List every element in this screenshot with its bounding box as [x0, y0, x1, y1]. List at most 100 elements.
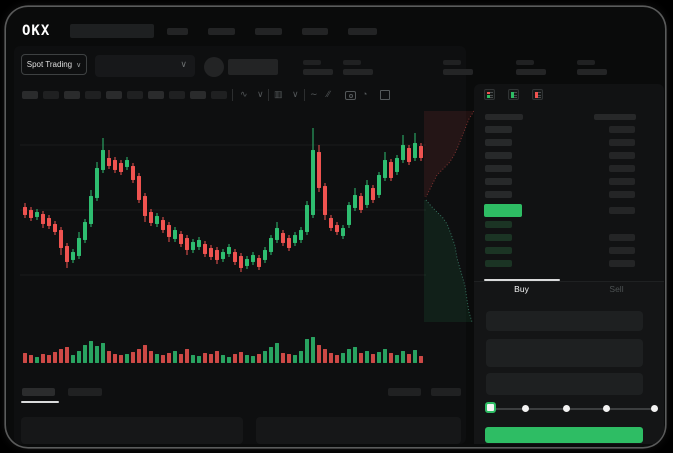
- amount-input-placeholder[interactable]: [486, 339, 643, 367]
- volume-bar: [257, 354, 261, 363]
- volume-bar: [89, 341, 93, 363]
- slider-handle[interactable]: [485, 402, 496, 413]
- nav-item-placeholder[interactable]: [208, 28, 235, 35]
- timeframe-button-placeholder[interactable]: [190, 91, 206, 99]
- volume-bar: [119, 355, 123, 363]
- buy-submit-button[interactable]: [485, 427, 643, 443]
- market-mode-selector[interactable]: Spot Trading ∨: [21, 54, 87, 75]
- last-amount-placeholder: [609, 207, 635, 214]
- volume-bar: [389, 353, 393, 363]
- orderbook-ask-row[interactable]: [474, 175, 664, 188]
- nav-item-placeholder[interactable]: [348, 28, 377, 35]
- search-placeholder[interactable]: [70, 24, 154, 38]
- line-style-icon[interactable]: ∿: [240, 89, 248, 99]
- volume-bar: [125, 354, 129, 363]
- orderbook-ask-row[interactable]: [474, 149, 664, 162]
- chevron-down-icon[interactable]: ∨: [292, 89, 299, 99]
- bottom-control-placeholder[interactable]: [388, 388, 421, 396]
- volume-bar: [335, 355, 339, 363]
- bid-price-placeholder: [485, 247, 512, 254]
- amount-slider-track[interactable]: [490, 408, 655, 410]
- toolbar-separator: [232, 89, 233, 101]
- slider-stop[interactable]: [563, 405, 570, 412]
- orderbook-bid-row[interactable]: [474, 218, 664, 231]
- timeframe-button-placeholder[interactable]: [64, 91, 80, 99]
- pair-name-placeholder: [228, 59, 278, 75]
- candle-body: [419, 146, 423, 158]
- candle-body: [65, 246, 69, 262]
- chevron-down-icon: ∨: [76, 61, 82, 69]
- volume-bar: [419, 356, 423, 363]
- candle-body: [77, 238, 81, 256]
- indicator-icon[interactable]: ∼: [310, 89, 318, 99]
- timeframe-button-placeholder[interactable]: [127, 91, 143, 99]
- volume-bar: [221, 355, 225, 363]
- depth-asks-line: [425, 110, 475, 198]
- bottom-control-placeholder[interactable]: [431, 388, 461, 396]
- chevron-down-icon[interactable]: ∨: [257, 89, 264, 99]
- orderbook-ask-row[interactable]: [474, 162, 664, 175]
- orderbook-header-price: [485, 114, 523, 120]
- orders-table-placeholder: [21, 417, 243, 444]
- ask-price-placeholder: [485, 139, 512, 146]
- candle-type-icon[interactable]: ▥: [274, 89, 283, 99]
- candle-body: [173, 230, 177, 239]
- tab-buy[interactable]: Buy: [514, 284, 529, 294]
- toolbar-separator: [268, 89, 269, 101]
- volume-bar: [233, 354, 237, 363]
- pair-dropdown[interactable]: ∨: [95, 55, 195, 77]
- candle-body: [281, 233, 285, 243]
- bottom-tab[interactable]: [68, 388, 102, 396]
- candle-body: [383, 160, 387, 178]
- slider-stop[interactable]: [651, 405, 658, 412]
- timeframe-button-placeholder[interactable]: [106, 91, 122, 99]
- ask-price-placeholder: [485, 178, 512, 185]
- last-price-badge[interactable]: [484, 204, 522, 217]
- timeframe-button-placeholder[interactable]: [85, 91, 101, 99]
- candle-body: [407, 148, 411, 162]
- fullscreen-icon[interactable]: [380, 90, 390, 100]
- draw-tools-icon[interactable]: ∕∕: [327, 89, 331, 99]
- slider-stop[interactable]: [603, 405, 610, 412]
- book-combined-icon[interactable]: [484, 89, 495, 100]
- orderbook-bid-row[interactable]: [474, 244, 664, 257]
- candle-body: [203, 244, 207, 254]
- orderbook-bid-row[interactable]: [474, 257, 664, 270]
- timeframe-button-placeholder[interactable]: [211, 91, 227, 99]
- nav-item-placeholder[interactable]: [167, 28, 188, 35]
- price-input-placeholder[interactable]: [486, 311, 643, 331]
- orderbook-ask-row[interactable]: [474, 123, 664, 136]
- candle-body: [311, 150, 315, 215]
- candle-body: [89, 196, 93, 224]
- candle-body: [167, 225, 171, 237]
- candle-body: [251, 255, 255, 262]
- volume-bar: [371, 354, 375, 363]
- orderbook-ask-row[interactable]: [474, 188, 664, 201]
- candle-body: [185, 238, 189, 250]
- volume-bar: [161, 355, 165, 363]
- timeframe-button-placeholder[interactable]: [43, 91, 59, 99]
- total-input-placeholder[interactable]: [486, 373, 643, 395]
- refresh-clock-icon[interactable]: ◔: [362, 89, 368, 99]
- volume-bar: [293, 355, 297, 363]
- slider-stop[interactable]: [522, 405, 529, 412]
- timeframe-button-placeholder[interactable]: [169, 91, 185, 99]
- volume-bar: [179, 354, 183, 363]
- tab-sell[interactable]: Sell: [609, 284, 624, 294]
- timeframe-button-placeholder[interactable]: [148, 91, 164, 99]
- timeframe-button-placeholder[interactable]: [22, 91, 38, 99]
- nav-item-placeholder[interactable]: [302, 28, 328, 35]
- book-bids-icon[interactable]: [508, 89, 519, 100]
- orderbook-bid-row[interactable]: [474, 231, 664, 244]
- stat-label-placeholder: [577, 60, 595, 65]
- book-asks-icon[interactable]: [532, 89, 543, 100]
- camera-icon[interactable]: [345, 91, 356, 100]
- nav-item-placeholder[interactable]: [255, 28, 282, 35]
- candle-body: [377, 175, 381, 195]
- candle-body: [95, 168, 99, 198]
- okx-logo[interactable]: OKX: [22, 23, 51, 39]
- bottom-tab-active[interactable]: [22, 388, 55, 396]
- candle-body: [257, 258, 261, 267]
- orderbook-ask-row[interactable]: [474, 136, 664, 149]
- depth-chart: [424, 110, 475, 323]
